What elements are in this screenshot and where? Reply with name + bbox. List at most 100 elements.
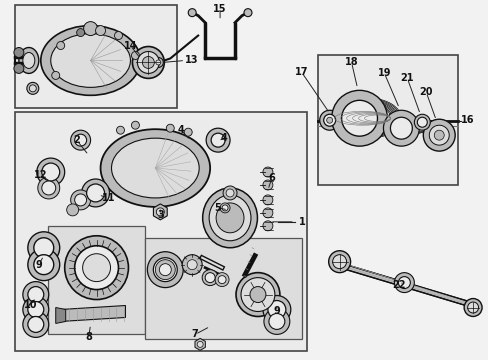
Circle shape: [131, 51, 139, 59]
Circle shape: [147, 252, 183, 288]
Text: 5: 5: [214, 203, 221, 213]
Circle shape: [34, 255, 54, 275]
Polygon shape: [329, 260, 478, 310]
Circle shape: [416, 117, 427, 127]
Circle shape: [206, 128, 229, 152]
Text: 22: 22: [392, 280, 406, 289]
Text: 21: 21: [400, 73, 413, 84]
Circle shape: [166, 124, 174, 132]
Text: 20: 20: [419, 87, 432, 97]
Text: 19: 19: [377, 68, 390, 78]
Circle shape: [428, 125, 448, 145]
Text: 2: 2: [73, 135, 80, 145]
Ellipse shape: [111, 138, 199, 198]
Polygon shape: [153, 204, 167, 220]
Bar: [145, 238, 301, 339]
Circle shape: [28, 287, 44, 302]
Circle shape: [131, 121, 139, 129]
Circle shape: [77, 28, 84, 37]
Circle shape: [116, 126, 124, 134]
Ellipse shape: [388, 123, 428, 134]
Circle shape: [75, 194, 86, 206]
Text: 14: 14: [123, 41, 137, 50]
Circle shape: [75, 246, 118, 289]
Circle shape: [264, 309, 289, 334]
Circle shape: [182, 255, 202, 275]
Circle shape: [215, 273, 228, 287]
Ellipse shape: [328, 251, 350, 273]
Circle shape: [156, 60, 161, 65]
Ellipse shape: [342, 103, 392, 133]
Bar: [48, 226, 145, 334]
Text: 12: 12: [34, 170, 47, 180]
Circle shape: [14, 63, 24, 73]
Ellipse shape: [336, 100, 398, 137]
Circle shape: [38, 177, 60, 199]
Ellipse shape: [405, 125, 428, 131]
Text: 10: 10: [24, 300, 38, 310]
Circle shape: [64, 236, 128, 300]
Polygon shape: [56, 307, 65, 323]
Circle shape: [28, 249, 60, 280]
Ellipse shape: [19, 48, 39, 73]
Text: 4: 4: [221, 133, 227, 143]
Text: 8: 8: [85, 332, 92, 342]
Circle shape: [86, 184, 104, 202]
Ellipse shape: [142, 57, 154, 68]
Bar: [15, 5, 177, 108]
Ellipse shape: [393, 123, 428, 133]
Circle shape: [341, 100, 377, 136]
Circle shape: [28, 316, 44, 332]
Circle shape: [81, 179, 109, 207]
Circle shape: [82, 254, 110, 282]
Circle shape: [268, 314, 285, 329]
Circle shape: [155, 260, 175, 280]
Text: 7: 7: [191, 329, 198, 339]
Ellipse shape: [202, 188, 257, 248]
Ellipse shape: [137, 51, 159, 73]
Bar: [15, 112, 306, 351]
Circle shape: [394, 273, 413, 293]
Text: 6: 6: [268, 173, 275, 183]
Ellipse shape: [23, 53, 35, 68]
Ellipse shape: [334, 99, 399, 138]
Circle shape: [71, 130, 90, 150]
Circle shape: [263, 296, 290, 323]
Ellipse shape: [51, 33, 130, 87]
Ellipse shape: [337, 100, 396, 136]
Ellipse shape: [397, 124, 428, 132]
Circle shape: [23, 311, 49, 337]
Circle shape: [249, 287, 265, 302]
Ellipse shape: [101, 129, 210, 207]
Circle shape: [187, 260, 197, 270]
Circle shape: [66, 204, 79, 216]
Circle shape: [57, 41, 64, 50]
Circle shape: [153, 58, 163, 67]
Circle shape: [398, 276, 409, 289]
Bar: [317, 55, 457, 185]
Circle shape: [159, 264, 171, 276]
Circle shape: [23, 297, 49, 323]
Circle shape: [211, 133, 224, 147]
Ellipse shape: [344, 104, 390, 132]
Circle shape: [156, 208, 164, 216]
Circle shape: [263, 180, 272, 190]
Circle shape: [34, 238, 54, 258]
Circle shape: [184, 128, 192, 136]
Text: 18: 18: [344, 58, 358, 67]
Circle shape: [225, 189, 234, 197]
Polygon shape: [195, 338, 205, 350]
Circle shape: [28, 232, 60, 264]
Circle shape: [41, 163, 60, 181]
Circle shape: [383, 110, 419, 146]
Circle shape: [41, 181, 56, 195]
Ellipse shape: [333, 98, 401, 139]
Circle shape: [389, 117, 411, 139]
Ellipse shape: [241, 278, 274, 311]
Circle shape: [223, 186, 237, 200]
Circle shape: [95, 26, 105, 36]
Text: 9: 9: [273, 306, 280, 316]
Circle shape: [27, 82, 39, 94]
Circle shape: [23, 282, 49, 307]
Text: 17: 17: [294, 67, 308, 77]
